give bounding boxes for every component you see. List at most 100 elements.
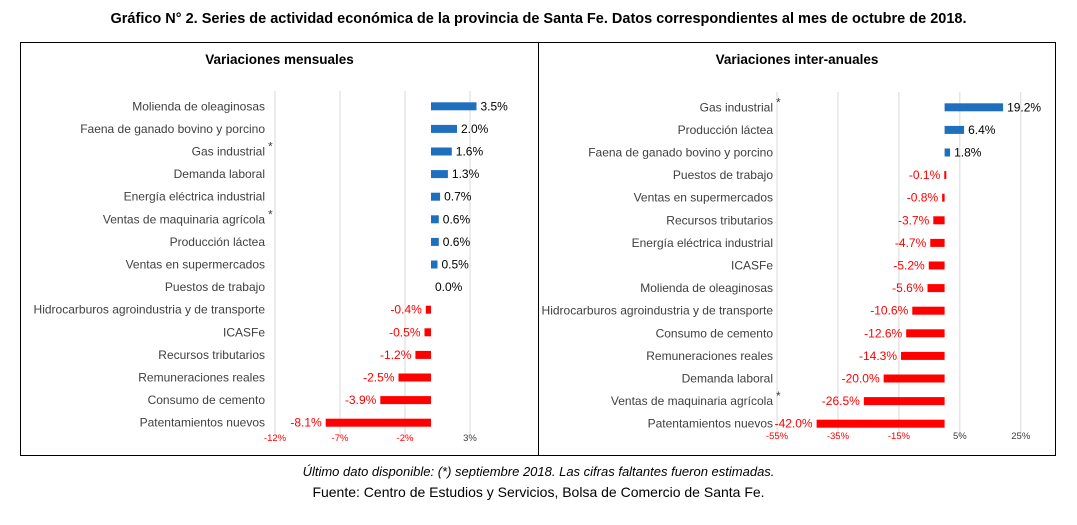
x-tick-label: -12% <box>264 433 287 444</box>
category-label: Faena de ganado bovino y porcino <box>80 122 265 136</box>
bar <box>325 418 431 427</box>
category-label: Demanda laboral <box>174 167 265 181</box>
category-label: Ventas de maquinaria agrícola <box>611 394 773 408</box>
value-label: -12.6% <box>864 326 902 340</box>
value-label: -26.5% <box>822 394 860 408</box>
x-tick-label: 3% <box>463 433 477 444</box>
footnote: Último dato disponible: (*) septiembre 2… <box>302 464 775 479</box>
x-tick-label: -15% <box>888 431 911 442</box>
bar <box>944 103 1004 112</box>
category-label: Gas industrial <box>192 145 265 159</box>
chart-title-interannual: Variaciones inter-anuales <box>715 52 879 67</box>
bar <box>816 419 945 428</box>
asterisk-marker: * <box>776 389 781 403</box>
category-label: Ventas en supermercados <box>634 191 773 205</box>
category-label: ICASFe <box>223 325 265 339</box>
category-label: Ventas de maquinaria agrícola <box>103 212 265 226</box>
category-label: Consumo de cemento <box>656 326 774 340</box>
value-label: 1.8% <box>954 146 982 160</box>
monthly-bar-chart: -12% -7% -2% 3% Molienda de oleaginosas 3.5% F… <box>34 91 509 444</box>
bar <box>380 396 431 405</box>
bar <box>424 328 431 337</box>
page-title: Gráfico N° 2. Series de actividad económ… <box>110 11 967 27</box>
category-label: Hidrocarburos agroindustria y de transpo… <box>542 304 774 318</box>
category-label: Molienda de oleaginosas <box>132 99 265 113</box>
x-tick-label: -35% <box>827 431 850 442</box>
category-label: Hidrocarburos agroindustria y de transpo… <box>34 303 266 317</box>
value-label: 0.7% <box>444 190 472 204</box>
category-label: Consumo de cemento <box>148 393 266 407</box>
value-label: -42.0% <box>775 417 813 431</box>
bar <box>944 125 965 134</box>
asterisk-marker: * <box>268 207 273 221</box>
value-label: 3.5% <box>481 99 509 113</box>
bar <box>431 102 477 111</box>
value-label: -2.5% <box>363 371 395 385</box>
value-label: 6.4% <box>968 123 996 137</box>
bar <box>431 124 457 133</box>
bar <box>431 260 438 269</box>
bar <box>863 397 945 406</box>
category-label: Energía eléctrica industrial <box>632 236 773 250</box>
value-label: -0.1% <box>909 168 941 182</box>
category-label: Molienda de oleaginosas <box>640 281 773 295</box>
bar <box>928 261 945 270</box>
value-label: -0.8% <box>907 191 939 205</box>
bar <box>901 351 945 360</box>
bar <box>431 147 452 156</box>
category-label: Energía eléctrica industrial <box>124 190 265 204</box>
value-label: 19.2% <box>1007 100 1041 114</box>
bar <box>930 238 945 247</box>
value-label: 0.6% <box>443 235 471 249</box>
x-tick-label: 25% <box>1011 431 1031 442</box>
bar <box>912 306 945 315</box>
x-tick-label: -2% <box>397 433 414 444</box>
category-label: Recursos tributarios <box>666 213 773 227</box>
value-label: -0.4% <box>390 303 422 317</box>
value-label: -3.7% <box>898 213 930 227</box>
value-label: -5.6% <box>892 281 924 295</box>
bar <box>944 171 947 180</box>
bar <box>431 215 439 224</box>
bar <box>927 284 945 293</box>
x-tick-label: 5% <box>953 431 967 442</box>
bar <box>431 192 441 201</box>
category-label: Demanda laboral <box>682 372 773 386</box>
bar <box>431 170 448 179</box>
value-label: 0.6% <box>443 212 471 226</box>
value-label: 1.3% <box>452 167 480 181</box>
category-label: Puestos de trabajo <box>165 280 265 294</box>
category-label: ICASFe <box>731 259 773 273</box>
category-label: Remuneraciones reales <box>646 349 773 363</box>
category-label: Producción láctea <box>170 235 266 249</box>
category-label: Remuneraciones reales <box>138 371 265 385</box>
chart-panel-interannual: Variaciones inter-anuales -55% -35% -15% 5%… <box>538 42 1056 456</box>
x-tick-label: -55% <box>766 431 789 442</box>
bar <box>415 350 431 359</box>
value-label: 0.5% <box>442 258 470 272</box>
bar <box>425 305 431 314</box>
value-label: -5.2% <box>893 259 925 273</box>
source-note: Fuente: Centro de Estudios y Servicios, … <box>312 484 765 500</box>
bar <box>883 374 945 383</box>
asterisk-marker: * <box>268 140 273 154</box>
bar <box>431 237 439 246</box>
chart-panel-monthly: Variaciones mensuales -12% -7% -2% 3% Molien… <box>20 42 539 456</box>
category-label: Ventas en supermercados <box>126 258 265 272</box>
category-label: Faena de ganado bovino y porcino <box>588 146 773 160</box>
value-label: -0.5% <box>389 325 421 339</box>
value-label: 2.0% <box>461 122 489 136</box>
bar <box>942 193 945 202</box>
category-label: Gas industrial <box>700 100 773 114</box>
category-label: Puestos de trabajo <box>673 168 773 182</box>
category-label: Producción láctea <box>678 123 774 137</box>
value-label: -3.9% <box>345 393 377 407</box>
value-label: 0.0% <box>435 280 463 294</box>
x-tick-label: -7% <box>332 433 349 444</box>
category-label: Recursos tributarios <box>158 348 265 362</box>
bar <box>398 373 431 382</box>
category-label: Patentamientos nuevos <box>140 416 265 430</box>
value-label: -4.7% <box>895 236 927 250</box>
value-label: -14.3% <box>859 349 897 363</box>
bar <box>906 329 945 338</box>
